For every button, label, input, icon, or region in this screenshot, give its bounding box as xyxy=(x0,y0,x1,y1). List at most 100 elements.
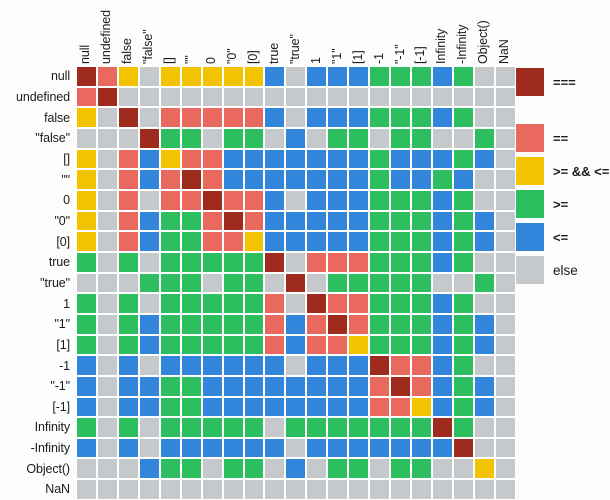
matrix-cell xyxy=(180,437,202,459)
matrix-cell xyxy=(96,479,118,500)
matrix-cell xyxy=(117,334,139,356)
matrix-cell xyxy=(452,148,474,170)
matrix-cell xyxy=(431,86,453,108)
matrix-cell xyxy=(369,396,391,418)
column-header: 0 xyxy=(202,0,223,66)
matrix-row xyxy=(76,86,516,108)
matrix-cell xyxy=(452,355,474,376)
matrix-cell xyxy=(117,251,139,273)
matrix-cell xyxy=(222,231,244,252)
matrix-cell xyxy=(264,169,286,190)
matrix-cell xyxy=(264,231,286,252)
matrix-cell xyxy=(390,107,411,128)
matrix-cell xyxy=(243,334,265,356)
column-header-label: "-1" xyxy=(392,44,407,64)
matrix-cell xyxy=(390,355,411,376)
matrix-cell xyxy=(411,210,432,232)
matrix-cell xyxy=(222,107,244,128)
matrix-cell xyxy=(494,437,516,459)
matrix-cell xyxy=(369,417,391,438)
matrix-cell xyxy=(327,86,349,108)
matrix-cell xyxy=(348,189,370,211)
matrix-cell xyxy=(222,293,244,314)
matrix-cell xyxy=(327,458,349,480)
matrix-cell xyxy=(117,272,139,294)
matrix-cell xyxy=(201,437,223,459)
matrix-cell xyxy=(243,66,265,87)
matrix-cell xyxy=(473,210,495,232)
matrix-cell xyxy=(327,313,349,335)
matrix-cell xyxy=(138,127,160,149)
matrix-cell xyxy=(76,479,97,500)
matrix-cell xyxy=(411,375,432,397)
matrix-cell xyxy=(96,127,118,149)
matrix-cell xyxy=(327,375,349,397)
matrix-cell xyxy=(452,458,474,480)
matrix-cell xyxy=(411,313,432,335)
matrix-cell xyxy=(411,148,432,170)
matrix-cell xyxy=(96,355,118,376)
matrix-cell xyxy=(138,86,160,108)
matrix-cell xyxy=(390,272,411,294)
matrix-cell xyxy=(306,66,328,87)
matrix-cell xyxy=(390,189,411,211)
matrix-cell xyxy=(159,417,181,438)
column-header: "true" xyxy=(285,0,306,66)
matrix-cell xyxy=(327,272,349,294)
matrix-cell xyxy=(431,210,453,232)
matrix-cell xyxy=(494,458,516,480)
column-headers: null undefined false "false" [] "" 0 "0" [0] true… xyxy=(76,0,516,66)
row-header: false xyxy=(44,110,70,125)
matrix-cell xyxy=(348,375,370,397)
matrix-cell xyxy=(390,479,411,500)
matrix-cell xyxy=(138,396,160,418)
matrix-cell xyxy=(390,66,411,87)
matrix-row xyxy=(76,210,516,232)
matrix-cell xyxy=(411,107,432,128)
column-header-label: "" xyxy=(183,55,198,64)
matrix-cell xyxy=(117,189,139,211)
matrix-cell xyxy=(285,251,307,273)
matrix-cell xyxy=(96,293,118,314)
matrix-cell xyxy=(411,251,432,273)
matrix-cell xyxy=(411,66,432,87)
matrix-cell xyxy=(201,355,223,376)
matrix-cell xyxy=(180,169,202,190)
matrix-cell xyxy=(369,107,391,128)
matrix-cell xyxy=(390,86,411,108)
matrix-cell xyxy=(96,437,118,459)
column-header: -1 xyxy=(369,0,390,66)
matrix-cell xyxy=(243,86,265,108)
column-header: "1" xyxy=(327,0,348,66)
row-header: -1 xyxy=(59,358,70,373)
matrix-cell xyxy=(327,231,349,252)
matrix-cell xyxy=(138,231,160,252)
matrix-cell xyxy=(117,210,139,232)
matrix-cell xyxy=(138,334,160,356)
matrix-cell xyxy=(76,355,97,376)
matrix-cell xyxy=(180,148,202,170)
matrix-row xyxy=(76,251,516,273)
matrix-cell xyxy=(243,437,265,459)
matrix-cell xyxy=(473,148,495,170)
matrix-cell xyxy=(452,334,474,356)
matrix-cell xyxy=(138,437,160,459)
matrix-cell xyxy=(264,293,286,314)
matrix-cell xyxy=(494,127,516,149)
matrix-cell xyxy=(201,272,223,294)
matrix-cell xyxy=(201,313,223,335)
column-header: Object() xyxy=(474,0,495,66)
matrix-cell xyxy=(494,313,516,335)
legend-item-le: <= xyxy=(516,223,568,251)
matrix-cell xyxy=(306,479,328,500)
column-header-label: [] xyxy=(162,57,177,64)
matrix-cell xyxy=(452,479,474,500)
matrix-cell xyxy=(348,86,370,108)
matrix-cell xyxy=(222,375,244,397)
matrix-cell xyxy=(473,189,495,211)
matrix-cell xyxy=(431,355,453,376)
matrix-cell xyxy=(180,293,202,314)
matrix-cell xyxy=(180,127,202,149)
matrix-cell xyxy=(76,437,97,459)
matrix-cell xyxy=(390,458,411,480)
